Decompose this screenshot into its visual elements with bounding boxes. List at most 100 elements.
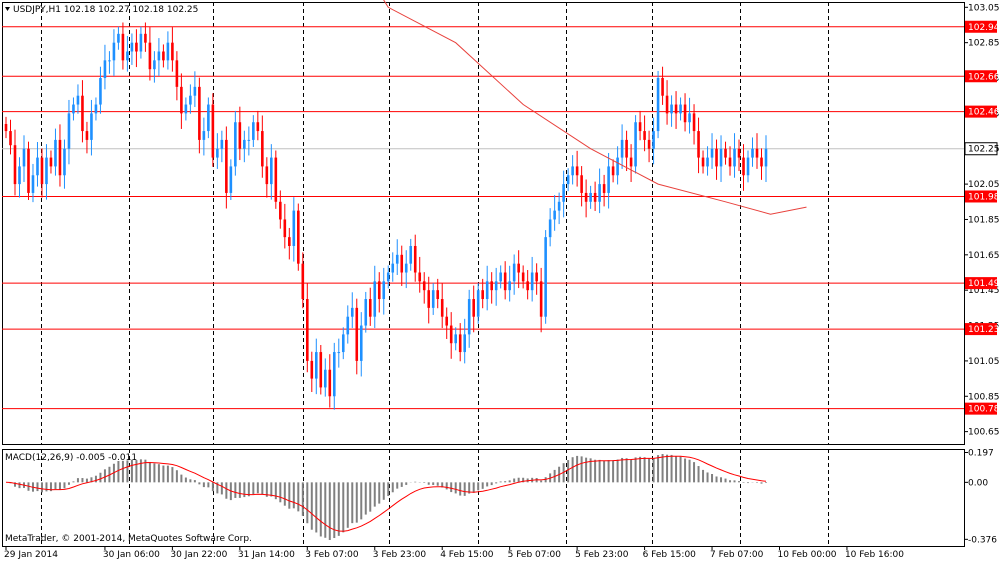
candle-body: [130, 42, 134, 52]
candle-body: [674, 104, 678, 114]
candle-body: [535, 272, 538, 282]
x-tick-label: 5 Feb 23:00: [575, 550, 629, 560]
candle-body: [99, 78, 102, 105]
candle-body: [382, 281, 386, 300]
candle-body: [494, 281, 498, 291]
candle-body: [22, 148, 26, 167]
candle-body: [13, 145, 17, 185]
x-tick-label: 4 Feb 15:00: [440, 550, 494, 560]
candle-body: [126, 51, 129, 61]
y-tick-label: 100.85: [968, 392, 1000, 402]
candle-body: [449, 325, 453, 344]
candle-body: [737, 148, 741, 158]
candle-body: [310, 360, 314, 379]
candle-body: [530, 272, 534, 291]
candle-body: [9, 131, 12, 146]
candle-body: [724, 148, 727, 158]
level-label-box[interactable]: [965, 402, 997, 415]
candle-body: [593, 192, 597, 202]
candle-body: [319, 352, 323, 388]
candle-body: [157, 51, 161, 61]
candle-body: [697, 131, 700, 158]
copyright-text: MetaTrader, © 2001-2014, MetaQuotes Soft…: [5, 534, 252, 544]
candle-body: [688, 113, 691, 123]
y-tick-label: 101.85: [968, 215, 1000, 225]
level-label: 102.66: [968, 72, 1000, 82]
candle-body: [54, 139, 57, 167]
candle-body: [544, 237, 547, 317]
candle-body: [634, 122, 637, 167]
candle-body: [445, 316, 449, 326]
candle-body: [733, 148, 736, 167]
y-tick-label: 101.05: [968, 357, 1000, 367]
candle-body: [337, 352, 341, 354]
candle-body: [27, 148, 30, 193]
candle-body: [706, 157, 709, 167]
level-label-box[interactable]: [965, 105, 997, 118]
candle-body: [598, 184, 601, 202]
candle-body: [314, 352, 318, 379]
candle-body: [121, 33, 125, 61]
candle-body: [431, 290, 435, 308]
x-tick-label: 3 Feb 23:00: [373, 550, 427, 560]
candle-body: [180, 86, 183, 114]
candle-body: [229, 166, 233, 193]
candle-body: [467, 299, 471, 335]
candle-body: [742, 157, 745, 176]
y-tick-label: 102.05: [968, 180, 1000, 190]
candle-body: [332, 352, 336, 397]
candle-body: [198, 86, 201, 140]
candle-body: [63, 148, 66, 176]
candle-body: [463, 334, 466, 353]
candle-body: [652, 131, 655, 149]
candle-body: [323, 369, 327, 388]
candle-body: [243, 139, 246, 149]
candle-body: [225, 139, 228, 193]
candle-body: [171, 42, 174, 61]
candle-body: [629, 157, 633, 167]
level-label-box[interactable]: [965, 323, 997, 336]
candle-body: [526, 281, 529, 291]
level-label-box[interactable]: [965, 277, 997, 290]
candle-body: [72, 104, 75, 114]
level-label-box[interactable]: [965, 20, 997, 33]
candle-body: [692, 113, 696, 132]
dropdown-icon[interactable]: [5, 7, 10, 11]
candle-body: [436, 290, 440, 300]
y-tick-label: 102.85: [968, 39, 1000, 49]
candle-body: [153, 60, 156, 70]
level-label-box[interactable]: [965, 70, 997, 83]
candle-body: [346, 316, 350, 335]
y-tick-label: 100.65: [968, 428, 1000, 438]
candle-body: [94, 104, 98, 114]
candle-body: [566, 175, 570, 185]
candle-body: [364, 299, 368, 326]
candle-body: [85, 131, 89, 140]
candle-body: [422, 281, 426, 291]
candle-body: [279, 201, 282, 220]
candle-body: [67, 113, 71, 149]
candle-body: [472, 299, 475, 317]
candle-body: [508, 281, 511, 291]
macd-header: MACD(12,26,9) -0.005 -0.011: [5, 453, 137, 463]
candle-body: [202, 131, 206, 140]
chart-header: USDJPY,H1 102.18 102.27 102.18 102.25: [13, 5, 198, 15]
candle-body: [49, 157, 53, 167]
level-label-box[interactable]: [965, 190, 997, 203]
level-label: 100.78: [968, 405, 1000, 415]
candle-body: [584, 192, 588, 202]
candle-body: [359, 325, 363, 361]
candle-body: [454, 334, 458, 344]
candle-body: [548, 219, 552, 238]
candle-body: [18, 166, 21, 185]
candle-body: [238, 122, 242, 149]
candle-body: [643, 131, 646, 140]
candle-body: [81, 95, 84, 132]
macd-panel[interactable]: [2, 449, 965, 547]
candle-body: [112, 42, 116, 61]
level-label: 101.98: [968, 192, 1000, 202]
y-tick-label: 101.65: [968, 251, 1000, 261]
candle-body: [386, 272, 390, 282]
candle-body: [751, 148, 754, 158]
